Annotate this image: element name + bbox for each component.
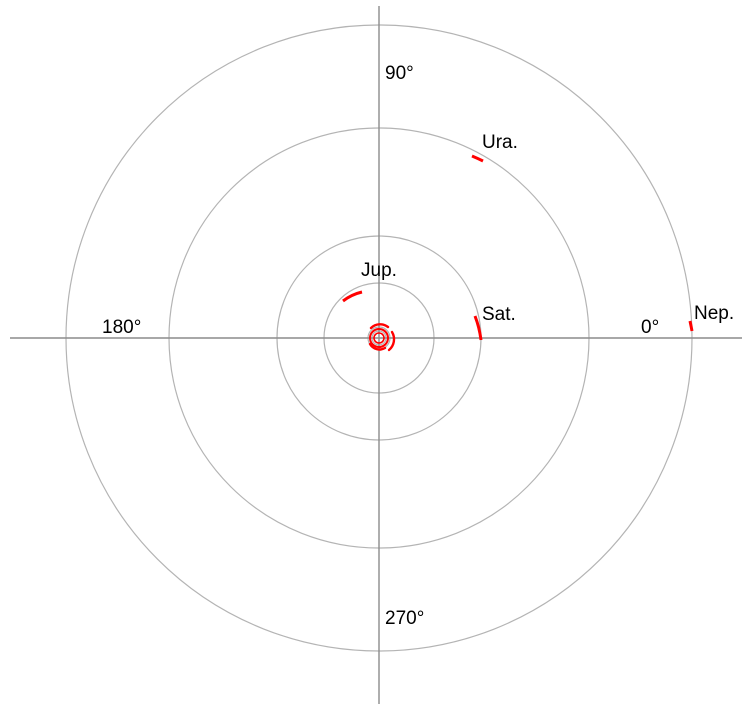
saturn-marker — [473, 315, 483, 341]
angle-label-0: 0° — [641, 317, 659, 338]
angle-label-180: 180° — [102, 317, 141, 338]
planet-label-saturn: Sat. — [482, 304, 516, 325]
planet-label-neptune: Nep. — [694, 303, 734, 324]
inner-marker-4 — [369, 328, 389, 348]
inner-marker-2 — [387, 330, 396, 352]
planet-markers — [342, 154, 694, 341]
inner-marker-5 — [373, 332, 385, 344]
inner-marker-3 — [368, 342, 387, 351]
angle-label-90: 90° — [385, 63, 414, 84]
planet-label-uranus: Ura. — [482, 132, 518, 153]
angle-label-270: 270° — [385, 608, 424, 629]
inner-planet-markers — [368, 323, 396, 352]
neptune-marker — [688, 320, 694, 332]
planet-label-jupiter: Jup. — [361, 260, 397, 281]
jupiter-marker — [342, 290, 363, 303]
uranus-marker — [471, 154, 484, 163]
inner-marker-1 — [369, 323, 390, 330]
axes — [10, 6, 742, 704]
